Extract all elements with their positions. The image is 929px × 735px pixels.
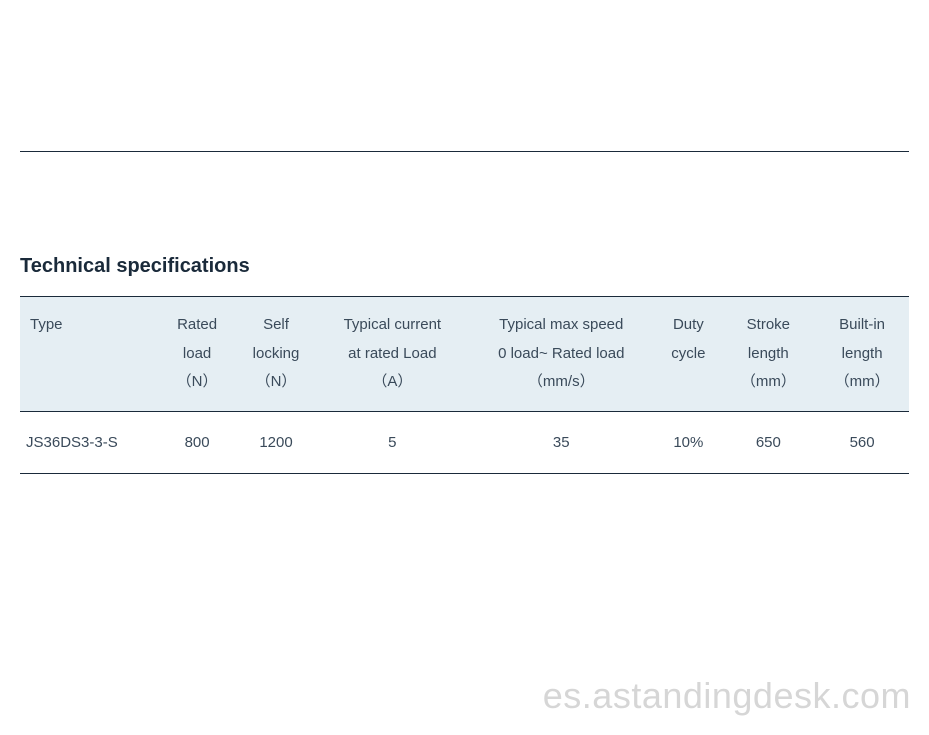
content-region: Technical specifications Type Ratedload（… — [20, 255, 909, 474]
col-header-stroke-length: Strokelength（mm） — [721, 297, 815, 412]
cell-stroke-length: 650 — [721, 411, 815, 473]
table-row: JS36DS3-3-S 800 1200 5 35 10% 650 560 — [20, 411, 909, 473]
header-row: Type Ratedload（N） Selflocking（N） Typical… — [20, 297, 909, 412]
col-header-duty-cycle: Dutycycle — [655, 297, 721, 412]
col-header-type: Type — [20, 297, 160, 412]
spec-table: Type Ratedload（N） Selflocking（N） Typical… — [20, 296, 909, 474]
col-header-self-locking: Selflocking（N） — [235, 297, 318, 412]
spec-table-body: JS36DS3-3-S 800 1200 5 35 10% 650 560 — [20, 411, 909, 473]
cell-self-locking: 1200 — [235, 411, 318, 473]
col-header-builtin-length: Built-inlength（mm） — [815, 297, 909, 412]
cell-duty-cycle: 10% — [655, 411, 721, 473]
col-header-typical-max-speed: Typical max speed0 load~ Rated load（mm/s… — [467, 297, 655, 412]
watermark-text: es.astandingdesk.com — [543, 675, 911, 717]
spec-table-header: Type Ratedload（N） Selflocking（N） Typical… — [20, 297, 909, 412]
top-horizontal-rule — [20, 151, 909, 152]
cell-type: JS36DS3-3-S — [20, 411, 160, 473]
col-header-rated-load: Ratedload（N） — [160, 297, 235, 412]
cell-rated-load: 800 — [160, 411, 235, 473]
cell-builtin-length: 560 — [815, 411, 909, 473]
section-title: Technical specifications — [20, 255, 909, 278]
cell-typical-max-speed: 35 — [467, 411, 655, 473]
col-header-typical-current: Typical currentat rated Load（A） — [317, 297, 467, 412]
cell-typical-current: 5 — [317, 411, 467, 473]
